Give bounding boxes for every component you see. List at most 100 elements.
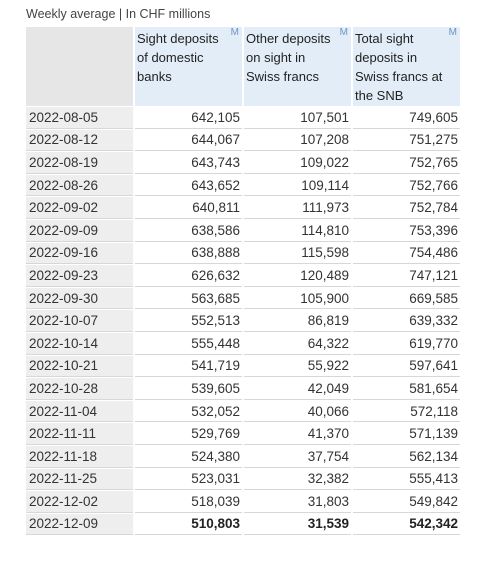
row-date: 2022-08-12 bbox=[26, 129, 133, 152]
cell-value: 42,049 bbox=[244, 378, 351, 400]
row-date: 2022-10-21 bbox=[26, 355, 133, 378]
cell-value: 640,811 bbox=[135, 197, 242, 219]
row-date: 2022-09-30 bbox=[26, 287, 133, 310]
cell-value: 32,382 bbox=[244, 468, 351, 491]
cell-value: 563,685 bbox=[135, 287, 242, 310]
row-date: 2022-12-02 bbox=[26, 491, 133, 513]
row-date: 2022-08-19 bbox=[26, 152, 133, 174]
cell-value: 555,448 bbox=[135, 332, 242, 355]
cell-value: 111,973 bbox=[244, 197, 351, 219]
cell-value: 37,754 bbox=[244, 445, 351, 468]
cell-value: 524,380 bbox=[135, 445, 242, 468]
row-date: 2022-09-09 bbox=[26, 219, 133, 242]
metadata-marker-link[interactable]: M bbox=[230, 27, 239, 38]
cell-value: 510,803 bbox=[135, 513, 242, 536]
row-date: 2022-12-09 bbox=[26, 513, 133, 536]
cell-value: 669,585 bbox=[353, 287, 460, 310]
cell-value: 638,888 bbox=[135, 242, 242, 265]
table-row: 2022-10-21 541,719 55,922 597,641 bbox=[26, 355, 460, 378]
row-date: 2022-10-07 bbox=[26, 310, 133, 332]
table-row: 2022-08-05 642,105 107,501 749,605 bbox=[26, 107, 460, 129]
row-date: 2022-11-04 bbox=[26, 400, 133, 423]
cell-value: 539,605 bbox=[135, 378, 242, 400]
cell-value: 120,489 bbox=[244, 265, 351, 287]
column-header-other-deposits: Other deposits on sight in Swiss francs … bbox=[244, 27, 351, 106]
cell-value: 644,067 bbox=[135, 129, 242, 152]
cell-value: 529,769 bbox=[135, 423, 242, 445]
table-row: 2022-10-28 539,605 42,049 581,654 bbox=[26, 378, 460, 400]
cell-value: 109,022 bbox=[244, 152, 351, 174]
table-row: 2022-10-14 555,448 64,322 619,770 bbox=[26, 332, 460, 355]
cell-value: 541,719 bbox=[135, 355, 242, 378]
header-corner bbox=[26, 27, 133, 106]
row-date: 2022-08-05 bbox=[26, 107, 133, 129]
cell-value: 638,586 bbox=[135, 219, 242, 242]
cell-value: 41,370 bbox=[244, 423, 351, 445]
cell-value: 114,810 bbox=[244, 219, 351, 242]
cell-value: 619,770 bbox=[353, 332, 460, 355]
cell-value: 549,842 bbox=[353, 491, 460, 513]
row-date: 2022-11-11 bbox=[26, 423, 133, 445]
table-row: 2022-10-07 552,513 86,819 639,332 bbox=[26, 310, 460, 332]
header-row: Sight deposits of domestic banks M Other… bbox=[26, 27, 460, 106]
metadata-marker-link[interactable]: M bbox=[339, 27, 348, 38]
table-body: 2022-08-05 642,105 107,501 749,605 2022-08-1… bbox=[26, 107, 460, 536]
cell-value: 643,652 bbox=[135, 174, 242, 197]
cell-value: 518,039 bbox=[135, 491, 242, 513]
table-row: 2022-11-11 529,769 41,370 571,139 bbox=[26, 423, 460, 445]
column-header-domestic-banks: Sight deposits of domestic banks M bbox=[135, 27, 242, 106]
table-row: 2022-11-04 532,052 40,066 572,118 bbox=[26, 400, 460, 423]
cell-value: 555,413 bbox=[353, 468, 460, 491]
table-row: 2022-11-25 523,031 32,382 555,413 bbox=[26, 468, 460, 491]
column-header-total-sight-deposits: Total sight deposits in Swiss francs at … bbox=[353, 27, 460, 106]
cell-value: 105,900 bbox=[244, 287, 351, 310]
cell-value: 31,539 bbox=[244, 513, 351, 536]
cell-value: 115,598 bbox=[244, 242, 351, 265]
cell-value: 552,513 bbox=[135, 310, 242, 332]
table-row: 2022-09-16 638,888 115,598 754,486 bbox=[26, 242, 460, 265]
cell-value: 31,803 bbox=[244, 491, 351, 513]
table-row: 2022-11-18 524,380 37,754 562,134 bbox=[26, 445, 460, 468]
table-row: 2022-09-30 563,685 105,900 669,585 bbox=[26, 287, 460, 310]
column-header-label: Total sight deposits in Swiss francs at … bbox=[355, 31, 443, 103]
row-date: 2022-10-28 bbox=[26, 378, 133, 400]
cell-value: 86,819 bbox=[244, 310, 351, 332]
cell-value: 626,632 bbox=[135, 265, 242, 287]
cell-value: 639,332 bbox=[353, 310, 460, 332]
cell-value: 749,605 bbox=[353, 107, 460, 129]
table-row: 2022-12-02 518,039 31,803 549,842 bbox=[26, 491, 460, 513]
cell-value: 642,105 bbox=[135, 107, 242, 129]
table-row: 2022-09-23 626,632 120,489 747,121 bbox=[26, 265, 460, 287]
cell-value: 752,784 bbox=[353, 197, 460, 219]
cell-value: 542,342 bbox=[353, 513, 460, 536]
cell-value: 597,641 bbox=[353, 355, 460, 378]
cell-value: 752,765 bbox=[353, 152, 460, 174]
cell-value: 571,139 bbox=[353, 423, 460, 445]
row-date: 2022-11-25 bbox=[26, 468, 133, 491]
table-caption: Weekly average | In CHF millions bbox=[26, 7, 211, 21]
cell-value: 532,052 bbox=[135, 400, 242, 423]
cell-value: 752,766 bbox=[353, 174, 460, 197]
column-header-label: Sight deposits of domestic banks bbox=[137, 31, 219, 84]
column-header-label: Other deposits on sight in Swiss francs bbox=[246, 31, 331, 84]
cell-value: 64,322 bbox=[244, 332, 351, 355]
row-date: 2022-09-23 bbox=[26, 265, 133, 287]
cell-value: 751,275 bbox=[353, 129, 460, 152]
table-row: 2022-09-02 640,811 111,973 752,784 bbox=[26, 197, 460, 219]
cell-value: 572,118 bbox=[353, 400, 460, 423]
cell-value: 562,134 bbox=[353, 445, 460, 468]
cell-value: 107,501 bbox=[244, 107, 351, 129]
metadata-marker-link[interactable]: M bbox=[448, 27, 457, 38]
cell-value: 747,121 bbox=[353, 265, 460, 287]
cell-value: 754,486 bbox=[353, 242, 460, 265]
cell-value: 40,066 bbox=[244, 400, 351, 423]
row-date: 2022-10-14 bbox=[26, 332, 133, 355]
cell-value: 55,922 bbox=[244, 355, 351, 378]
table-row: 2022-08-26 643,652 109,114 752,766 bbox=[26, 174, 460, 197]
row-date: 2022-09-16 bbox=[26, 242, 133, 265]
cell-value: 109,114 bbox=[244, 174, 351, 197]
table-row: 2022-12-09 510,803 31,539 542,342 bbox=[26, 513, 460, 536]
cell-value: 107,208 bbox=[244, 129, 351, 152]
sight-deposits-table: Sight deposits of domestic banks M Other… bbox=[24, 26, 462, 536]
table-row: 2022-08-19 643,743 109,022 752,765 bbox=[26, 152, 460, 174]
